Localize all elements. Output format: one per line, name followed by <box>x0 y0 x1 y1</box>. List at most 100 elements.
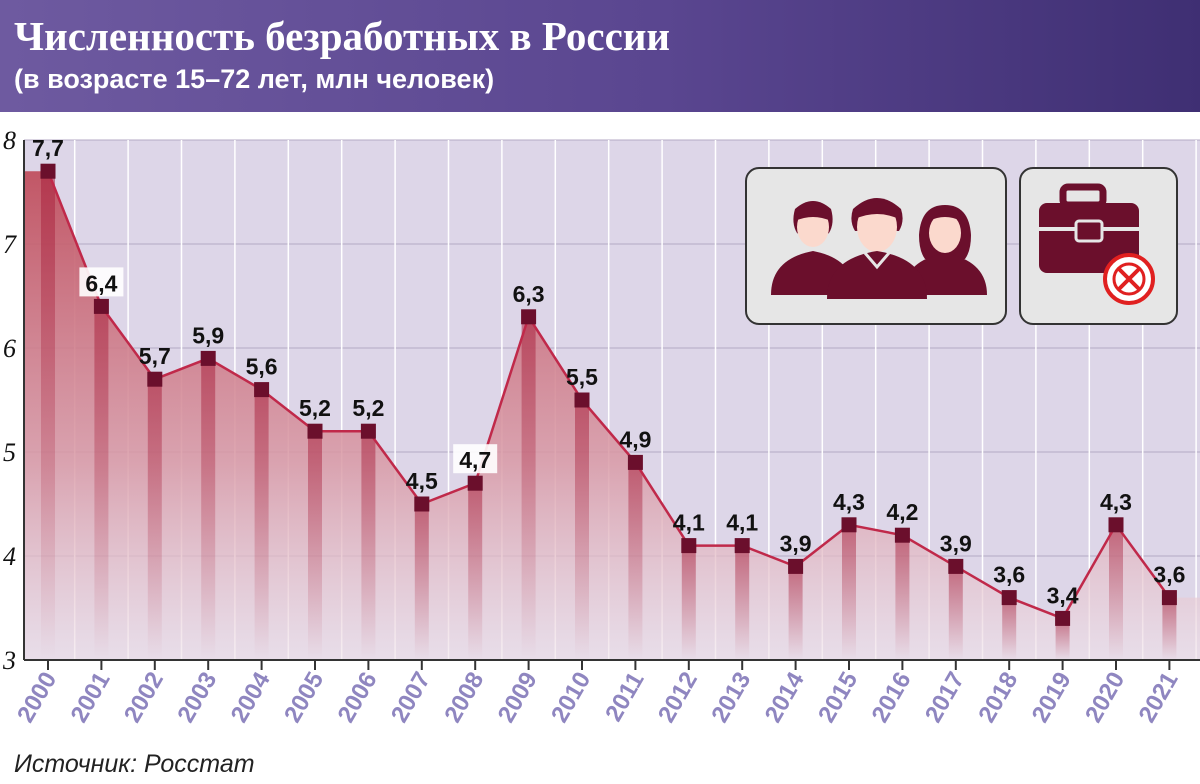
point-bar <box>788 566 803 660</box>
y-tick-label: 5 <box>3 438 16 467</box>
data-label: 7,7 <box>32 135 64 161</box>
point-bar <box>521 316 536 660</box>
data-marker <box>200 350 216 366</box>
y-tick-label: 4 <box>3 542 16 571</box>
data-label: 3,6 <box>1153 562 1185 588</box>
data-label: 4,3 <box>1100 489 1132 515</box>
data-label: 3,4 <box>1047 582 1079 608</box>
point-bar <box>254 389 269 660</box>
x-tick-label: 2021 <box>1134 668 1184 728</box>
x-tick-label: 2008 <box>439 668 489 728</box>
source-note: Источник: Росстат <box>14 750 255 778</box>
y-tick-label: 6 <box>3 334 16 363</box>
point-bar <box>414 504 429 660</box>
x-tick-label: 2013 <box>706 668 756 728</box>
data-label: 3,9 <box>940 530 972 556</box>
line-layer <box>46 170 1171 620</box>
x-tick-label: 2016 <box>867 668 917 728</box>
point-bar <box>308 431 322 660</box>
x-tick-label: 2004 <box>226 667 276 727</box>
x-tick-label: 2002 <box>119 668 169 728</box>
data-label: 4,1 <box>673 510 705 536</box>
point-bar <box>948 566 963 660</box>
x-tick-label: 2007 <box>386 668 436 728</box>
data-marker <box>788 558 804 574</box>
point-bar <box>1002 597 1017 660</box>
label-highlight <box>453 444 498 474</box>
x-tick-label: 2011 <box>600 668 649 727</box>
data-marker <box>467 475 483 491</box>
x-tick-label: 2010 <box>546 668 596 728</box>
data-label: 4,1 <box>726 510 758 536</box>
data-marker <box>1108 517 1124 533</box>
data-marker <box>841 517 857 533</box>
series-line <box>46 170 1171 620</box>
data-label: 6,3 <box>513 281 545 307</box>
point-bar <box>41 171 55 660</box>
data-label: 5,7 <box>139 343 171 369</box>
data-marker <box>254 382 270 398</box>
point-bar <box>468 483 483 660</box>
point-bar <box>735 545 750 660</box>
xtick-layer: 2000 2001 2002 2003 2004 2005 2006 2007 2008 2009… <box>12 667 1183 727</box>
point-bar <box>1162 597 1177 660</box>
data-marker <box>734 538 750 554</box>
y-tick-label: 8 <box>3 126 16 155</box>
x-tick-label: 2018 <box>973 667 1023 727</box>
data-marker <box>147 371 163 387</box>
data-marker <box>414 496 430 512</box>
data-marker <box>894 527 910 543</box>
x-tick-label: 2017 <box>920 668 970 728</box>
data-marker <box>1161 590 1177 606</box>
data-label: 3,9 <box>780 530 812 556</box>
chart-subtitle: (в возрасте 15–72 лет, млн человек) <box>14 64 495 94</box>
data-label: 5,6 <box>246 354 278 380</box>
labels-layer: 7,7 6,4 5,7 5,9 5,6 5,2 5,2 4,5 4,7 6,3 5,5 4,9 4,1 4… <box>32 135 1185 608</box>
x-tick-label: 2003 <box>172 668 222 728</box>
chart-title: Численность безработных в России <box>14 13 671 59</box>
data-label: 4,2 <box>886 499 918 525</box>
data-label: 6,4 <box>85 270 117 296</box>
data-marker <box>360 423 376 439</box>
data-marker <box>521 309 537 325</box>
briefcase-icon-box <box>1019 167 1178 325</box>
data-marker <box>1001 590 1017 606</box>
x-tick-label: 2014 <box>760 667 810 727</box>
people-group-icon <box>771 198 987 299</box>
point-bar <box>895 535 910 660</box>
y-tick-label: 7 <box>3 230 17 259</box>
point-bar <box>1109 524 1123 660</box>
data-marker <box>93 298 109 314</box>
data-marker <box>681 538 697 554</box>
briefcase-cancel-icon <box>1039 183 1155 305</box>
data-marker <box>40 163 56 179</box>
people-icon-box <box>745 167 1007 325</box>
point-bar <box>681 545 696 660</box>
markers-layer <box>40 163 1177 626</box>
data-label: 4,7 <box>459 447 491 473</box>
x-tick-label: 2005 <box>279 668 329 728</box>
data-label: 4,9 <box>619 426 651 452</box>
x-tick-label: 2000 <box>12 668 62 728</box>
data-marker <box>574 392 590 408</box>
data-label: 4,5 <box>406 468 438 494</box>
x-tick-label: 2015 <box>813 668 863 728</box>
data-marker <box>627 454 643 470</box>
point-bar <box>361 431 376 660</box>
data-label: 4,3 <box>833 489 865 515</box>
point-bar <box>842 524 856 660</box>
label-highlight <box>79 267 124 297</box>
data-label: 3,6 <box>993 562 1025 588</box>
data-label: 5,2 <box>352 395 384 421</box>
data-label: 5,5 <box>566 364 598 390</box>
ytick-layer: 3 4 5 6 7 8 <box>2 126 17 675</box>
axis-layer <box>23 140 1200 670</box>
data-label: 5,2 <box>299 395 331 421</box>
point-bar <box>147 379 162 660</box>
x-tick-label: 2009 <box>493 668 543 728</box>
point-bar <box>575 400 589 660</box>
data-marker <box>1055 610 1071 626</box>
point-bar <box>201 358 216 660</box>
y-tick-label: 3 <box>2 646 16 675</box>
point-bar <box>1055 618 1070 660</box>
